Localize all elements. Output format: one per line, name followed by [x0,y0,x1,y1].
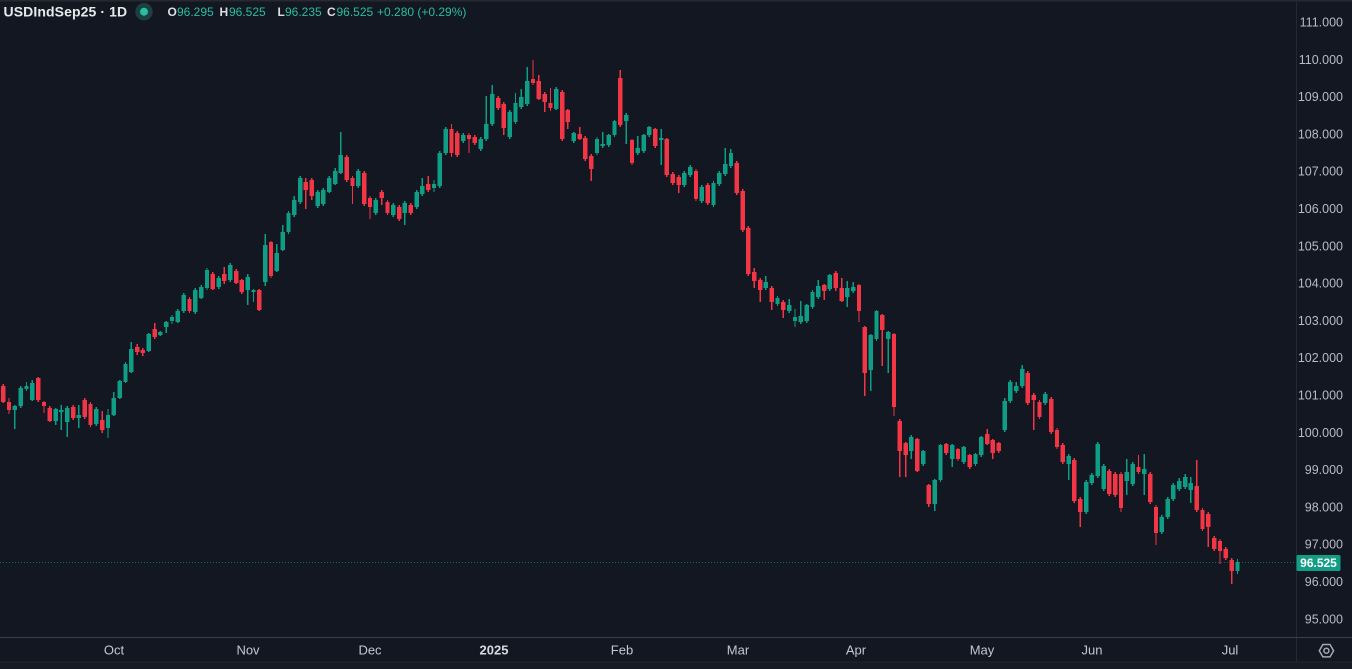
svg-text:98.000: 98.000 [1305,500,1343,514]
svg-text:102.000: 102.000 [1298,351,1343,365]
svg-text:97.000: 97.000 [1305,538,1343,552]
svg-text:96.525: 96.525 [1300,556,1337,570]
svg-text:2025: 2025 [480,643,509,658]
svg-text:106.000: 106.000 [1298,202,1343,216]
svg-text:109.000: 109.000 [1298,90,1343,104]
svg-text:C: C [327,5,336,19]
svg-text:Oct: Oct [104,643,125,658]
svg-text:96.000: 96.000 [1305,575,1343,589]
svg-text:99.000: 99.000 [1305,463,1343,477]
svg-text:110.000: 110.000 [1299,53,1343,67]
svg-text:O: O [168,5,177,19]
svg-text:Apr: Apr [846,643,867,658]
svg-text:Nov: Nov [236,643,260,658]
svg-text:104.000: 104.000 [1298,277,1343,291]
svg-text:Dec: Dec [358,643,382,658]
svg-text:Jun: Jun [1082,643,1103,658]
svg-text:100.000: 100.000 [1298,426,1343,440]
svg-text:H: H [220,5,229,19]
svg-text:L: L [278,5,285,19]
svg-text:105.000: 105.000 [1298,239,1343,253]
svg-text:95.000: 95.000 [1305,612,1343,626]
svg-text:96.525: 96.525 [337,5,374,19]
svg-text:108.000: 108.000 [1298,127,1343,141]
svg-text:USDIndSep25 · 1D: USDIndSep25 · 1D [4,4,128,20]
svg-text:107.000: 107.000 [1298,165,1343,179]
svg-text:111.000: 111.000 [1300,16,1343,30]
svg-text:96.525: 96.525 [229,5,266,19]
svg-text:103.000: 103.000 [1298,314,1343,328]
svg-text:96.295: 96.295 [177,5,214,19]
svg-text:101.000: 101.000 [1298,389,1343,403]
svg-text:May: May [970,643,995,658]
svg-text:Mar: Mar [727,643,750,658]
svg-text:Feb: Feb [611,643,633,658]
svg-text:Jul: Jul [1222,643,1239,658]
svg-text:96.235: 96.235 [285,5,322,19]
svg-text:+0.280 (+0.29%): +0.280 (+0.29%) [377,5,466,19]
